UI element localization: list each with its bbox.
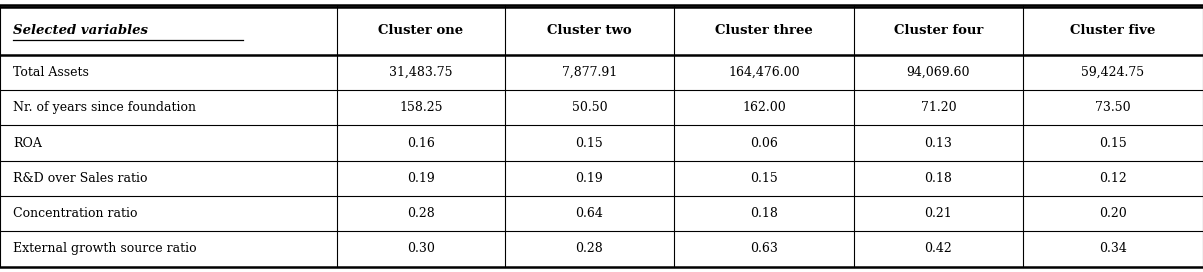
Text: 50.50: 50.50 xyxy=(571,101,608,114)
Text: 0.15: 0.15 xyxy=(749,172,778,185)
Bar xyxy=(854,161,1023,196)
Bar xyxy=(337,125,505,161)
Bar xyxy=(337,90,505,125)
Text: 71.20: 71.20 xyxy=(920,101,956,114)
Text: 0.18: 0.18 xyxy=(924,172,953,185)
Text: 0.15: 0.15 xyxy=(1098,137,1127,150)
Text: 0.12: 0.12 xyxy=(1098,172,1127,185)
Text: 162.00: 162.00 xyxy=(742,101,786,114)
Bar xyxy=(505,196,674,231)
Bar xyxy=(505,161,674,196)
Text: 0.28: 0.28 xyxy=(407,207,435,220)
Bar xyxy=(505,231,674,267)
Text: 0.15: 0.15 xyxy=(575,137,604,150)
Text: Nr. of years since foundation: Nr. of years since foundation xyxy=(13,101,196,114)
Bar xyxy=(0,55,337,90)
Bar xyxy=(505,55,674,90)
Text: 0.63: 0.63 xyxy=(749,242,778,255)
Text: Cluster four: Cluster four xyxy=(894,24,983,37)
Text: 158.25: 158.25 xyxy=(399,101,443,114)
Bar xyxy=(674,196,854,231)
Bar xyxy=(854,55,1023,90)
Bar xyxy=(1023,55,1203,90)
Bar xyxy=(854,231,1023,267)
Text: 164,476.00: 164,476.00 xyxy=(728,66,800,79)
Bar xyxy=(337,196,505,231)
Text: 73.50: 73.50 xyxy=(1095,101,1131,114)
Bar xyxy=(0,125,337,161)
Bar xyxy=(505,125,674,161)
Bar xyxy=(674,231,854,267)
Text: Selected variables: Selected variables xyxy=(13,24,148,37)
Bar xyxy=(1023,231,1203,267)
Text: 0.18: 0.18 xyxy=(749,207,778,220)
Bar xyxy=(674,90,854,125)
Bar xyxy=(1023,125,1203,161)
Bar xyxy=(0,231,337,267)
Bar xyxy=(505,90,674,125)
Text: Concentration ratio: Concentration ratio xyxy=(13,207,138,220)
Text: 0.64: 0.64 xyxy=(575,207,604,220)
Bar xyxy=(1023,5,1203,55)
Text: 0.06: 0.06 xyxy=(749,137,778,150)
Bar xyxy=(337,161,505,196)
Bar xyxy=(854,5,1023,55)
Bar xyxy=(0,90,337,125)
Bar xyxy=(674,5,854,55)
Text: 0.20: 0.20 xyxy=(1098,207,1127,220)
Bar xyxy=(0,196,337,231)
Text: 0.42: 0.42 xyxy=(924,242,953,255)
Text: 0.13: 0.13 xyxy=(924,137,953,150)
Text: 0.19: 0.19 xyxy=(407,172,435,185)
Bar xyxy=(854,125,1023,161)
Text: 0.19: 0.19 xyxy=(575,172,604,185)
Text: Cluster three: Cluster three xyxy=(715,24,813,37)
Bar xyxy=(1023,90,1203,125)
Text: 94,069.60: 94,069.60 xyxy=(907,66,970,79)
Text: 0.21: 0.21 xyxy=(924,207,953,220)
Bar xyxy=(505,5,674,55)
Bar xyxy=(337,55,505,90)
Bar xyxy=(674,161,854,196)
Text: Cluster two: Cluster two xyxy=(547,24,632,37)
Text: 0.16: 0.16 xyxy=(407,137,435,150)
Text: 59,424.75: 59,424.75 xyxy=(1081,66,1144,79)
Bar xyxy=(854,90,1023,125)
Bar xyxy=(674,55,854,90)
Text: Cluster one: Cluster one xyxy=(379,24,463,37)
Bar xyxy=(337,231,505,267)
Text: 7,877.91: 7,877.91 xyxy=(562,66,617,79)
Bar xyxy=(337,5,505,55)
Text: 0.34: 0.34 xyxy=(1098,242,1127,255)
Bar xyxy=(1023,161,1203,196)
Text: 0.30: 0.30 xyxy=(407,242,435,255)
Text: Total Assets: Total Assets xyxy=(13,66,89,79)
Bar xyxy=(854,196,1023,231)
Bar xyxy=(674,125,854,161)
Text: 0.28: 0.28 xyxy=(575,242,604,255)
Text: External growth source ratio: External growth source ratio xyxy=(13,242,197,255)
Bar xyxy=(0,5,337,55)
Text: Cluster five: Cluster five xyxy=(1071,24,1155,37)
Text: ROA: ROA xyxy=(13,137,42,150)
Text: 31,483.75: 31,483.75 xyxy=(390,66,452,79)
Bar xyxy=(0,161,337,196)
Bar xyxy=(1023,196,1203,231)
Text: R&D over Sales ratio: R&D over Sales ratio xyxy=(13,172,148,185)
